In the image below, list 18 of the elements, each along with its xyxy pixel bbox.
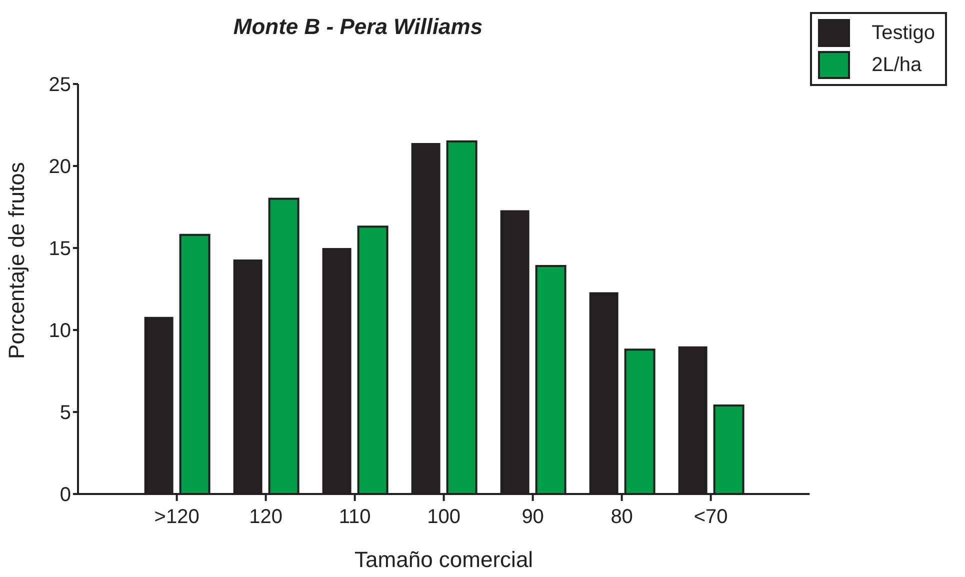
y-tick-label: 10 bbox=[48, 320, 71, 342]
y-tick-label: 20 bbox=[48, 156, 71, 178]
y-axis-title: Porcentaje de frutos bbox=[4, 162, 29, 359]
x-tick-label: 80 bbox=[610, 506, 633, 528]
y-tick-label: 5 bbox=[60, 402, 71, 424]
legend-label: 2L/ha bbox=[872, 54, 922, 76]
y-tick-label: 15 bbox=[48, 238, 71, 260]
x-tick-label: >120 bbox=[154, 506, 200, 528]
x-tick-label: 110 bbox=[338, 506, 371, 528]
x-tick-label: 120 bbox=[249, 506, 282, 528]
x-tick-label: 90 bbox=[522, 506, 544, 528]
y-tick-label: 25 bbox=[48, 74, 71, 96]
chart-title: Monte B - Pera Williams bbox=[232, 14, 484, 40]
legend-label: Testigo bbox=[872, 22, 935, 44]
x-axis-title: Tamaño comercial bbox=[354, 547, 534, 572]
x-tick-label: <70 bbox=[694, 506, 728, 528]
y-tick-label: 0 bbox=[60, 484, 71, 506]
x-tick-label: 100 bbox=[427, 506, 460, 528]
